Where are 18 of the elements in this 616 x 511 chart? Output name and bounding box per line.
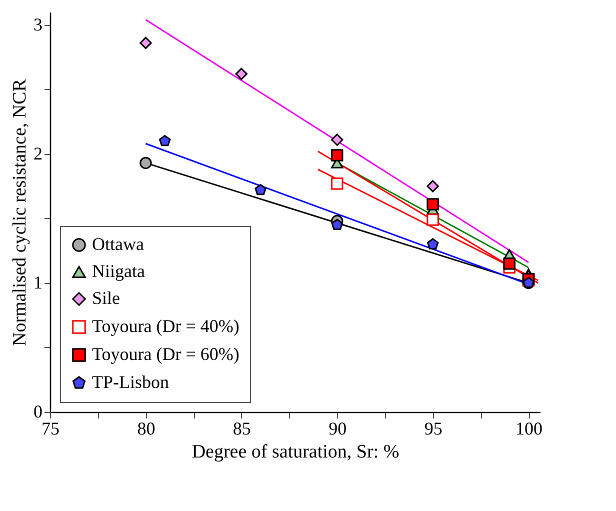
x-tick-label: 95	[424, 418, 442, 438]
y-axis-title: Normalised cyclic resistance, NCR	[10, 78, 30, 346]
x-tick-label: 90	[328, 418, 347, 438]
legend-label: Niigata	[92, 261, 145, 281]
legend-label: Sile	[92, 288, 120, 308]
x-axis-title: Degree of saturation, Sr: %	[192, 442, 400, 462]
x-tick-label: 85	[232, 418, 251, 438]
legend-label: Toyoura (Dr = 60%)	[92, 344, 240, 364]
y-tick-label: 2	[34, 143, 42, 164]
legend-label: Ottawa	[92, 234, 144, 254]
y-tick-label: 0	[34, 402, 42, 422]
x-tick-label: 100	[516, 418, 543, 438]
legend-label: TP-Lisbon	[92, 372, 170, 392]
x-tick-label: 80	[137, 418, 156, 438]
legend-label: Toyoura (Dr = 40%)	[92, 316, 240, 336]
y-tick-label: 1	[34, 272, 42, 292]
y-tick-label: 3	[34, 14, 42, 34]
x-tick-label: 75	[42, 418, 60, 438]
